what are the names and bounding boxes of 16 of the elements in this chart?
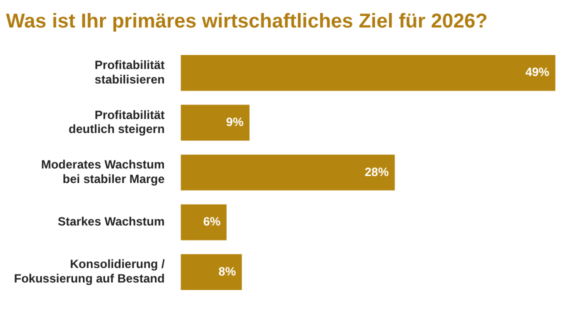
data-label: 8% — [218, 264, 236, 278]
y-tick-label: Profitabilität stabilisieren — [94, 58, 165, 86]
bar — [180, 254, 242, 290]
y-tick-label: Konsolidierung / Fokussierung auf Bestand — [14, 257, 166, 286]
y-tick-label: Profitabilität deutlich steigern — [68, 108, 165, 136]
y-tick-label: Starkes Wachstum — [58, 214, 165, 229]
bar — [180, 54, 556, 91]
data-label: 6% — [203, 214, 221, 229]
chart-title: Was ist Ihr primäres wirtschaftliches Ziel für 2026? — [6, 10, 488, 33]
data-label: 28% — [364, 164, 390, 179]
data-label: 49% — [525, 65, 550, 80]
bar — [180, 104, 250, 141]
data-label: 9% — [226, 115, 244, 130]
bar — [180, 154, 395, 190]
bar — [180, 204, 227, 240]
y-tick-label: Moderates Wachstum bei stabiler Marge — [41, 158, 166, 186]
